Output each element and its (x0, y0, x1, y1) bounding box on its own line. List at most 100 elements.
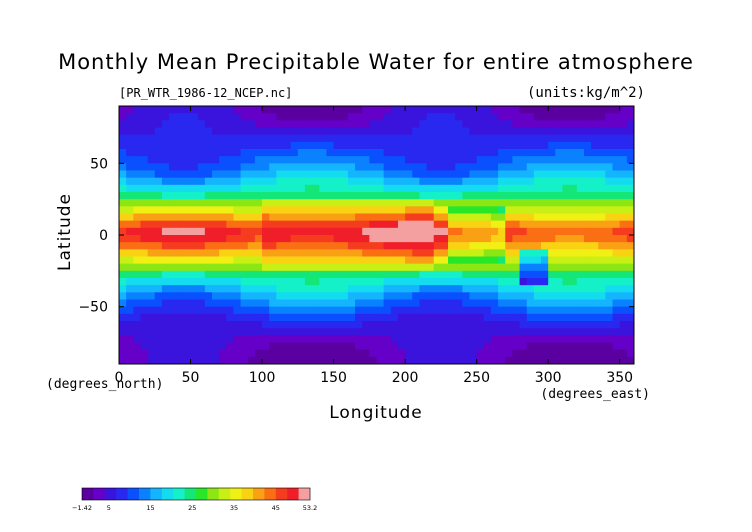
heatmap-cell (340, 106, 349, 114)
heatmap-cell (119, 127, 127, 136)
heatmap-cell (598, 192, 606, 200)
heatmap-cell (376, 220, 385, 229)
heatmap-cell (119, 306, 127, 315)
heatmap-cell (312, 120, 320, 129)
heatmap-cell (483, 278, 492, 286)
heatmap-cell (154, 356, 163, 364)
heatmap-cell (469, 220, 478, 229)
heatmap-cell (591, 285, 599, 293)
heatmap-cell (612, 141, 621, 150)
heatmap-cell (376, 349, 385, 358)
heatmap-cell (362, 349, 370, 358)
heatmap-cell (541, 313, 549, 322)
heatmap-cell (440, 263, 449, 272)
heatmap-cell (269, 285, 277, 293)
heatmap-cell (440, 106, 449, 114)
heatmap-cell (276, 184, 285, 193)
heatmap-cell (147, 299, 156, 308)
heatmap-cell (591, 113, 599, 121)
heatmap-cell (426, 149, 435, 157)
heatmap-cell (290, 134, 299, 143)
heatmap-cell (240, 156, 249, 164)
heatmap-cell (483, 141, 492, 150)
heatmap-cell (476, 199, 485, 207)
heatmap-cell (576, 299, 585, 308)
heatmap-cell (626, 134, 634, 143)
heatmap-cell (204, 328, 213, 336)
heatmap-cell (519, 292, 528, 301)
heatmap-cell (440, 313, 449, 322)
heatmap-cell (140, 227, 149, 236)
heatmap-cell (297, 199, 306, 207)
heatmap-cell (190, 120, 199, 129)
heatmap-cell (526, 227, 535, 236)
heatmap-cell (369, 106, 378, 114)
heatmap-cell (505, 270, 514, 279)
heatmap-cell (419, 134, 428, 143)
x-tick-label: 200 (392, 370, 419, 386)
heatmap-cell (583, 356, 592, 364)
heatmap-cell (183, 199, 192, 207)
heatmap-cell (119, 349, 127, 358)
heatmap-cell (219, 163, 227, 172)
heatmap-cell (119, 106, 127, 114)
heatmap-cell (140, 292, 149, 301)
heatmap-cell (626, 285, 634, 293)
heatmap-cell (469, 349, 478, 358)
heatmap-cell (254, 206, 263, 215)
heatmap-cell (541, 213, 549, 222)
heatmap-cell (433, 349, 442, 358)
heatmap-cell (347, 113, 356, 121)
heatmap-cell (455, 306, 463, 315)
heatmap-cell (226, 313, 235, 322)
heatmap-cell (240, 299, 249, 308)
heatmap-cell (533, 313, 542, 322)
heatmap-cell (448, 349, 456, 358)
heatmap-cell (326, 149, 335, 157)
heatmap-cell (541, 242, 549, 250)
heatmap-cell (505, 106, 514, 114)
heatmap-cell (440, 134, 449, 143)
heatmap-cell (591, 313, 599, 322)
heatmap-cell (397, 270, 406, 279)
heatmap-cell (483, 263, 492, 272)
heatmap-cell (619, 242, 628, 250)
heatmap-cell (455, 227, 463, 236)
heatmap-cell (226, 227, 235, 236)
heatmap-cell (262, 106, 270, 114)
heatmap-cell (498, 306, 506, 315)
heatmap-cell (254, 249, 263, 258)
heatmap-cell (197, 127, 206, 136)
heatmap-cell (562, 192, 571, 200)
heatmap-cell (319, 177, 328, 186)
heatmap-cell (562, 335, 571, 344)
heatmap-cell (383, 313, 392, 322)
heatmap-cell (548, 313, 556, 322)
heatmap-cell (369, 177, 378, 186)
heatmap-cell (362, 184, 370, 193)
heatmap-cell (211, 199, 220, 207)
heatmap-cell (161, 356, 170, 364)
heatmap-cell (376, 227, 385, 236)
heatmap-cell (304, 256, 313, 265)
heatmap-cell (490, 192, 499, 200)
heatmap-cell (233, 199, 242, 207)
heatmap-cell (455, 177, 463, 186)
heatmap-cell (369, 270, 378, 279)
heatmap-cell (455, 328, 463, 336)
heatmap-cell (297, 106, 306, 114)
heatmap-cell (591, 220, 599, 229)
heatmap-cell (397, 113, 406, 121)
heatmap-cell (340, 235, 349, 243)
heatmap-cell (333, 356, 342, 364)
heatmap-cell (333, 227, 342, 236)
heatmap-cell (240, 306, 249, 315)
heatmap-cell (469, 227, 478, 236)
heatmap-cell (505, 335, 514, 344)
heatmap-cell (526, 106, 535, 114)
heatmap-cell (619, 270, 628, 279)
heatmap-cell (612, 120, 621, 129)
heatmap-cell (541, 278, 549, 286)
heatmap-cell (598, 235, 606, 243)
heatmap-cell (583, 170, 592, 179)
